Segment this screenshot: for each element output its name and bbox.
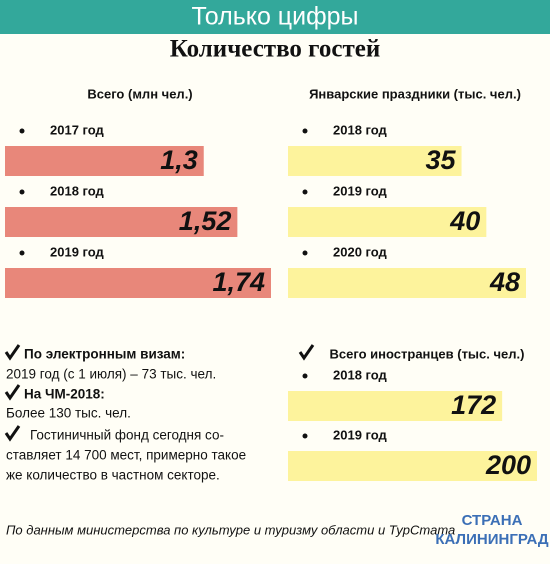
- category-label: 2017 год: [50, 122, 105, 137]
- note-text: Более 130 тыс. чел.: [6, 406, 131, 421]
- check-icon: [4, 344, 21, 361]
- chart-title: Всего (млн чел.): [87, 86, 192, 101]
- value-label: 200: [485, 450, 531, 480]
- bar: [5, 268, 271, 298]
- category-label: 2019 год: [333, 183, 388, 198]
- category-label: 2019 год: [50, 244, 105, 259]
- value-label: 1,74: [212, 267, 265, 297]
- category-label: 2019 год: [333, 427, 388, 442]
- banner-text: Только цифры: [191, 3, 358, 31]
- chart-title: Январские праздники (тыс. чел.): [309, 86, 521, 101]
- bar: [288, 146, 462, 176]
- note-text: же количество в частном секторе.: [6, 468, 220, 483]
- chart-title: Всего иностранцев (тыс. чел.): [330, 346, 525, 361]
- bullet: [302, 373, 308, 379]
- note-title: Гостиничный фонд сегодня со-: [30, 428, 224, 443]
- note-text: ставляет 14 700 мест, примерно такое: [6, 448, 246, 463]
- bullet: [302, 128, 308, 134]
- bar: [288, 207, 487, 237]
- category-label: 2018 год: [333, 367, 388, 382]
- check-icon: [298, 344, 315, 361]
- bullet: [302, 433, 308, 439]
- bullet: [19, 189, 25, 195]
- title: Количество гостей: [170, 36, 381, 63]
- source: По данным министерства по культуре и тур…: [6, 522, 455, 537]
- category-label: 2018 год: [333, 122, 388, 137]
- bullet: [302, 250, 308, 256]
- banner: [0, 0, 550, 34]
- value-label: 1,52: [179, 206, 232, 236]
- category-label: 2020 год: [333, 244, 388, 259]
- value-label: 35: [425, 145, 456, 175]
- value-label: 40: [449, 206, 480, 236]
- note-title: На ЧМ-2018:: [24, 387, 105, 402]
- bar: [5, 146, 204, 176]
- value-label: 48: [489, 267, 520, 297]
- bullet: [19, 250, 25, 256]
- note-title: По электронным визам:: [24, 347, 185, 362]
- note-text: 2019 год (с 1 июля) – 73 тыс. чел.: [6, 367, 216, 382]
- check-icon: [4, 425, 21, 442]
- notes: По электронным визам: 2019 год (с 1 июля…: [4, 344, 246, 483]
- check-icon: [4, 384, 21, 401]
- bar: [288, 391, 503, 421]
- bullet: [19, 128, 25, 134]
- bar: [288, 268, 526, 298]
- value-label: 1,3: [160, 145, 198, 175]
- bar: [288, 451, 537, 481]
- bullet: [302, 189, 308, 195]
- category-label: 2018 год: [50, 183, 105, 198]
- logo: СТРАНА: [462, 512, 523, 529]
- value-label: 172: [451, 390, 496, 420]
- bar: [5, 207, 238, 237]
- logo: КАЛИНИНГРАД: [435, 531, 549, 548]
